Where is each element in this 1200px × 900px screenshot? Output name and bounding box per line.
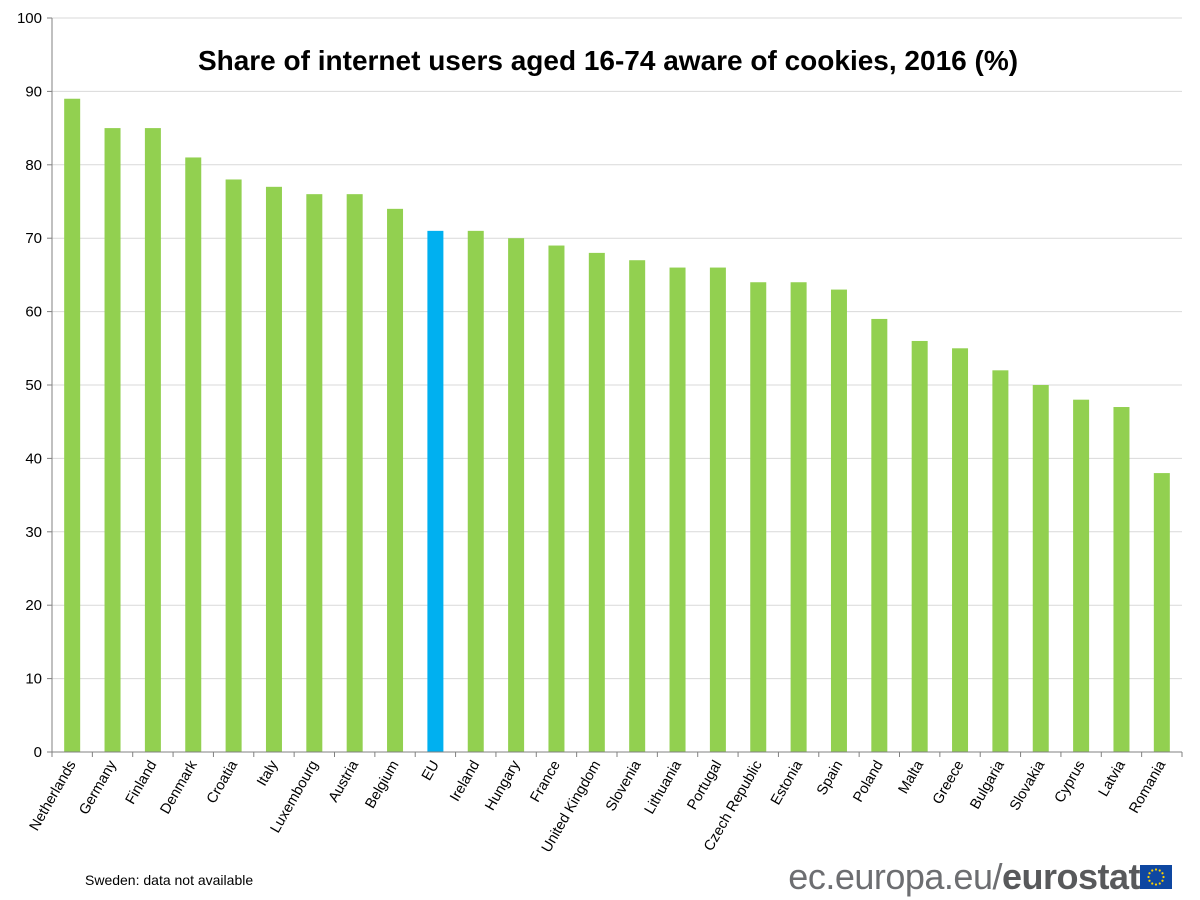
x-tick-label: Finland (123, 758, 161, 807)
eu-flag-icon (1140, 865, 1172, 889)
bar-denmark (185, 157, 202, 752)
y-tick-label: 70 (25, 230, 42, 247)
x-tick-label: Malta (896, 757, 928, 797)
x-tick-label: Belgium (362, 758, 402, 811)
bar-netherlands (64, 98, 81, 753)
bar-malta (911, 340, 928, 752)
bar-slovenia (629, 260, 646, 752)
bar-hungary (508, 238, 525, 752)
x-tick-label: Poland (850, 758, 886, 805)
bar-estonia (790, 282, 807, 752)
x-tick-label: France (528, 758, 564, 805)
y-tick-label: 50 (25, 377, 42, 394)
footnote: Sweden: data not available (85, 872, 254, 888)
bar-latvia (1113, 407, 1130, 752)
y-tick-label: 80 (25, 157, 42, 174)
brand-name: eurostat (1001, 856, 1141, 897)
y-tick-label: 100 (17, 10, 42, 27)
y-tick-label: 90 (25, 83, 42, 100)
y-tick-label: 10 (25, 671, 42, 688)
x-tick-label: Germany (76, 757, 120, 817)
y-tick-label: 60 (25, 304, 42, 321)
x-tick-label: Spain (814, 758, 846, 798)
bars (64, 98, 1170, 753)
bar-united-kingdom (588, 252, 605, 752)
x-tick-label: Netherlands (27, 758, 80, 834)
x-tick-label: Austria (326, 757, 363, 805)
x-tick-label: Denmark (157, 757, 201, 817)
x-tick-label: Romania (1126, 757, 1169, 816)
bar-austria (346, 194, 363, 752)
bar-spain (830, 289, 847, 752)
bar-lithuania (669, 267, 686, 752)
gridlines (52, 17, 1182, 680)
bar-luxembourg (306, 194, 323, 752)
bar-cyprus (1073, 399, 1090, 752)
bar-poland (871, 318, 888, 752)
y-tick-label: 40 (25, 450, 42, 467)
x-tick-label: Ireland (447, 758, 483, 804)
x-tick-label: Cyprus (1052, 758, 1089, 806)
axes (51, 18, 1183, 757)
x-tick-label: Croatia (204, 757, 242, 806)
bar-belgium (387, 208, 404, 753)
bar-bulgaria (992, 370, 1009, 752)
x-tick-label: Bulgaria (967, 757, 1008, 812)
bar-greece (952, 348, 969, 752)
y-tick-label: 30 (25, 524, 42, 541)
x-tick-label: Estonia (768, 757, 807, 808)
chart-title: Share of internet users aged 16-74 aware… (198, 45, 1018, 76)
bar-romania (1153, 473, 1170, 752)
bar-italy (265, 186, 282, 752)
y-tick-label: 20 (25, 597, 42, 614)
eurostat-logo: ec.europa.eu/eurostat (788, 856, 1140, 898)
bar-france (548, 245, 565, 753)
x-tick-label: Slovakia (1007, 757, 1049, 813)
bar-slovakia (1032, 385, 1049, 752)
x-tick-label: Italy (254, 757, 282, 789)
y-axis-ticks: 0 10 20 30 40 50 60 70 80 90 100 (17, 10, 52, 761)
x-tick-label: Lithuania (642, 757, 686, 817)
x-tick-label: Slovenia (603, 757, 645, 814)
bar-ireland (467, 230, 484, 753)
bar-portugal (709, 267, 726, 752)
bar-eu (427, 230, 444, 753)
x-tick-label: Greece (930, 758, 968, 807)
x-tick-label: Portugal (684, 758, 725, 813)
y-tick-label: 0 (34, 744, 42, 761)
bar-czech-republic (750, 282, 767, 752)
x-tick-label: Latvia (1096, 757, 1130, 799)
x-tick-label: Hungary (482, 757, 524, 813)
bar-germany (104, 128, 121, 753)
bar-finland (144, 128, 161, 753)
x-tick-label: EU (419, 758, 443, 783)
brand-site: ec.europa.eu/ (788, 856, 1002, 897)
bar-croatia (225, 179, 242, 753)
